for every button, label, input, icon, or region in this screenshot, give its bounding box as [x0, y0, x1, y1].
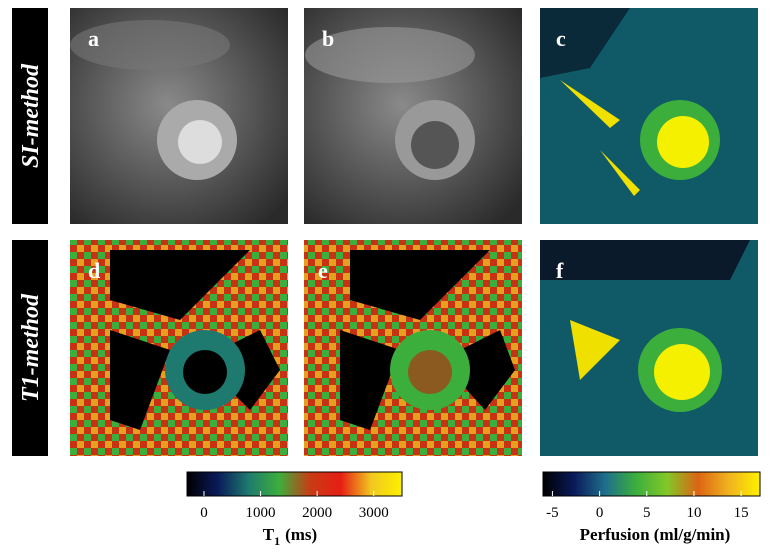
tick-label: 1000 — [246, 505, 276, 521]
tick-label: 2000 — [302, 505, 332, 521]
title-unit: (ms) — [285, 525, 317, 544]
figure: SI-method T1-method a b c d e — [0, 0, 771, 549]
row-label: T1-method — [18, 293, 44, 402]
panel-label: c — [556, 26, 566, 51]
panel-image — [70, 8, 288, 224]
tick-label: 0 — [596, 505, 604, 521]
panel-image — [540, 8, 758, 224]
tick-label: 3000 — [359, 505, 389, 521]
panel-label: d — [88, 258, 100, 283]
colorbar — [543, 472, 760, 496]
panel-label: b — [322, 26, 334, 51]
tick-label: 5 — [643, 505, 651, 521]
panel-label: a — [88, 26, 99, 51]
colorbar-title: Perfusion (ml/g/min) — [580, 525, 731, 544]
title-subscript: 1 — [274, 534, 280, 548]
panel-image — [304, 8, 522, 224]
tick-label: 0 — [200, 505, 208, 521]
panel-label: e — [318, 258, 328, 283]
row-label: SI-method — [18, 63, 44, 168]
panel-image — [540, 240, 758, 456]
tick-label: 10 — [686, 505, 701, 521]
colorbar-title: T1 (ms) — [263, 525, 317, 548]
panel-image — [70, 240, 288, 456]
title-text: T — [263, 525, 275, 544]
panel-image — [304, 240, 522, 456]
tick-label: 15 — [734, 505, 749, 521]
panel-label: f — [556, 258, 564, 283]
colorbar — [187, 472, 402, 496]
tick-label: -5 — [546, 505, 559, 521]
